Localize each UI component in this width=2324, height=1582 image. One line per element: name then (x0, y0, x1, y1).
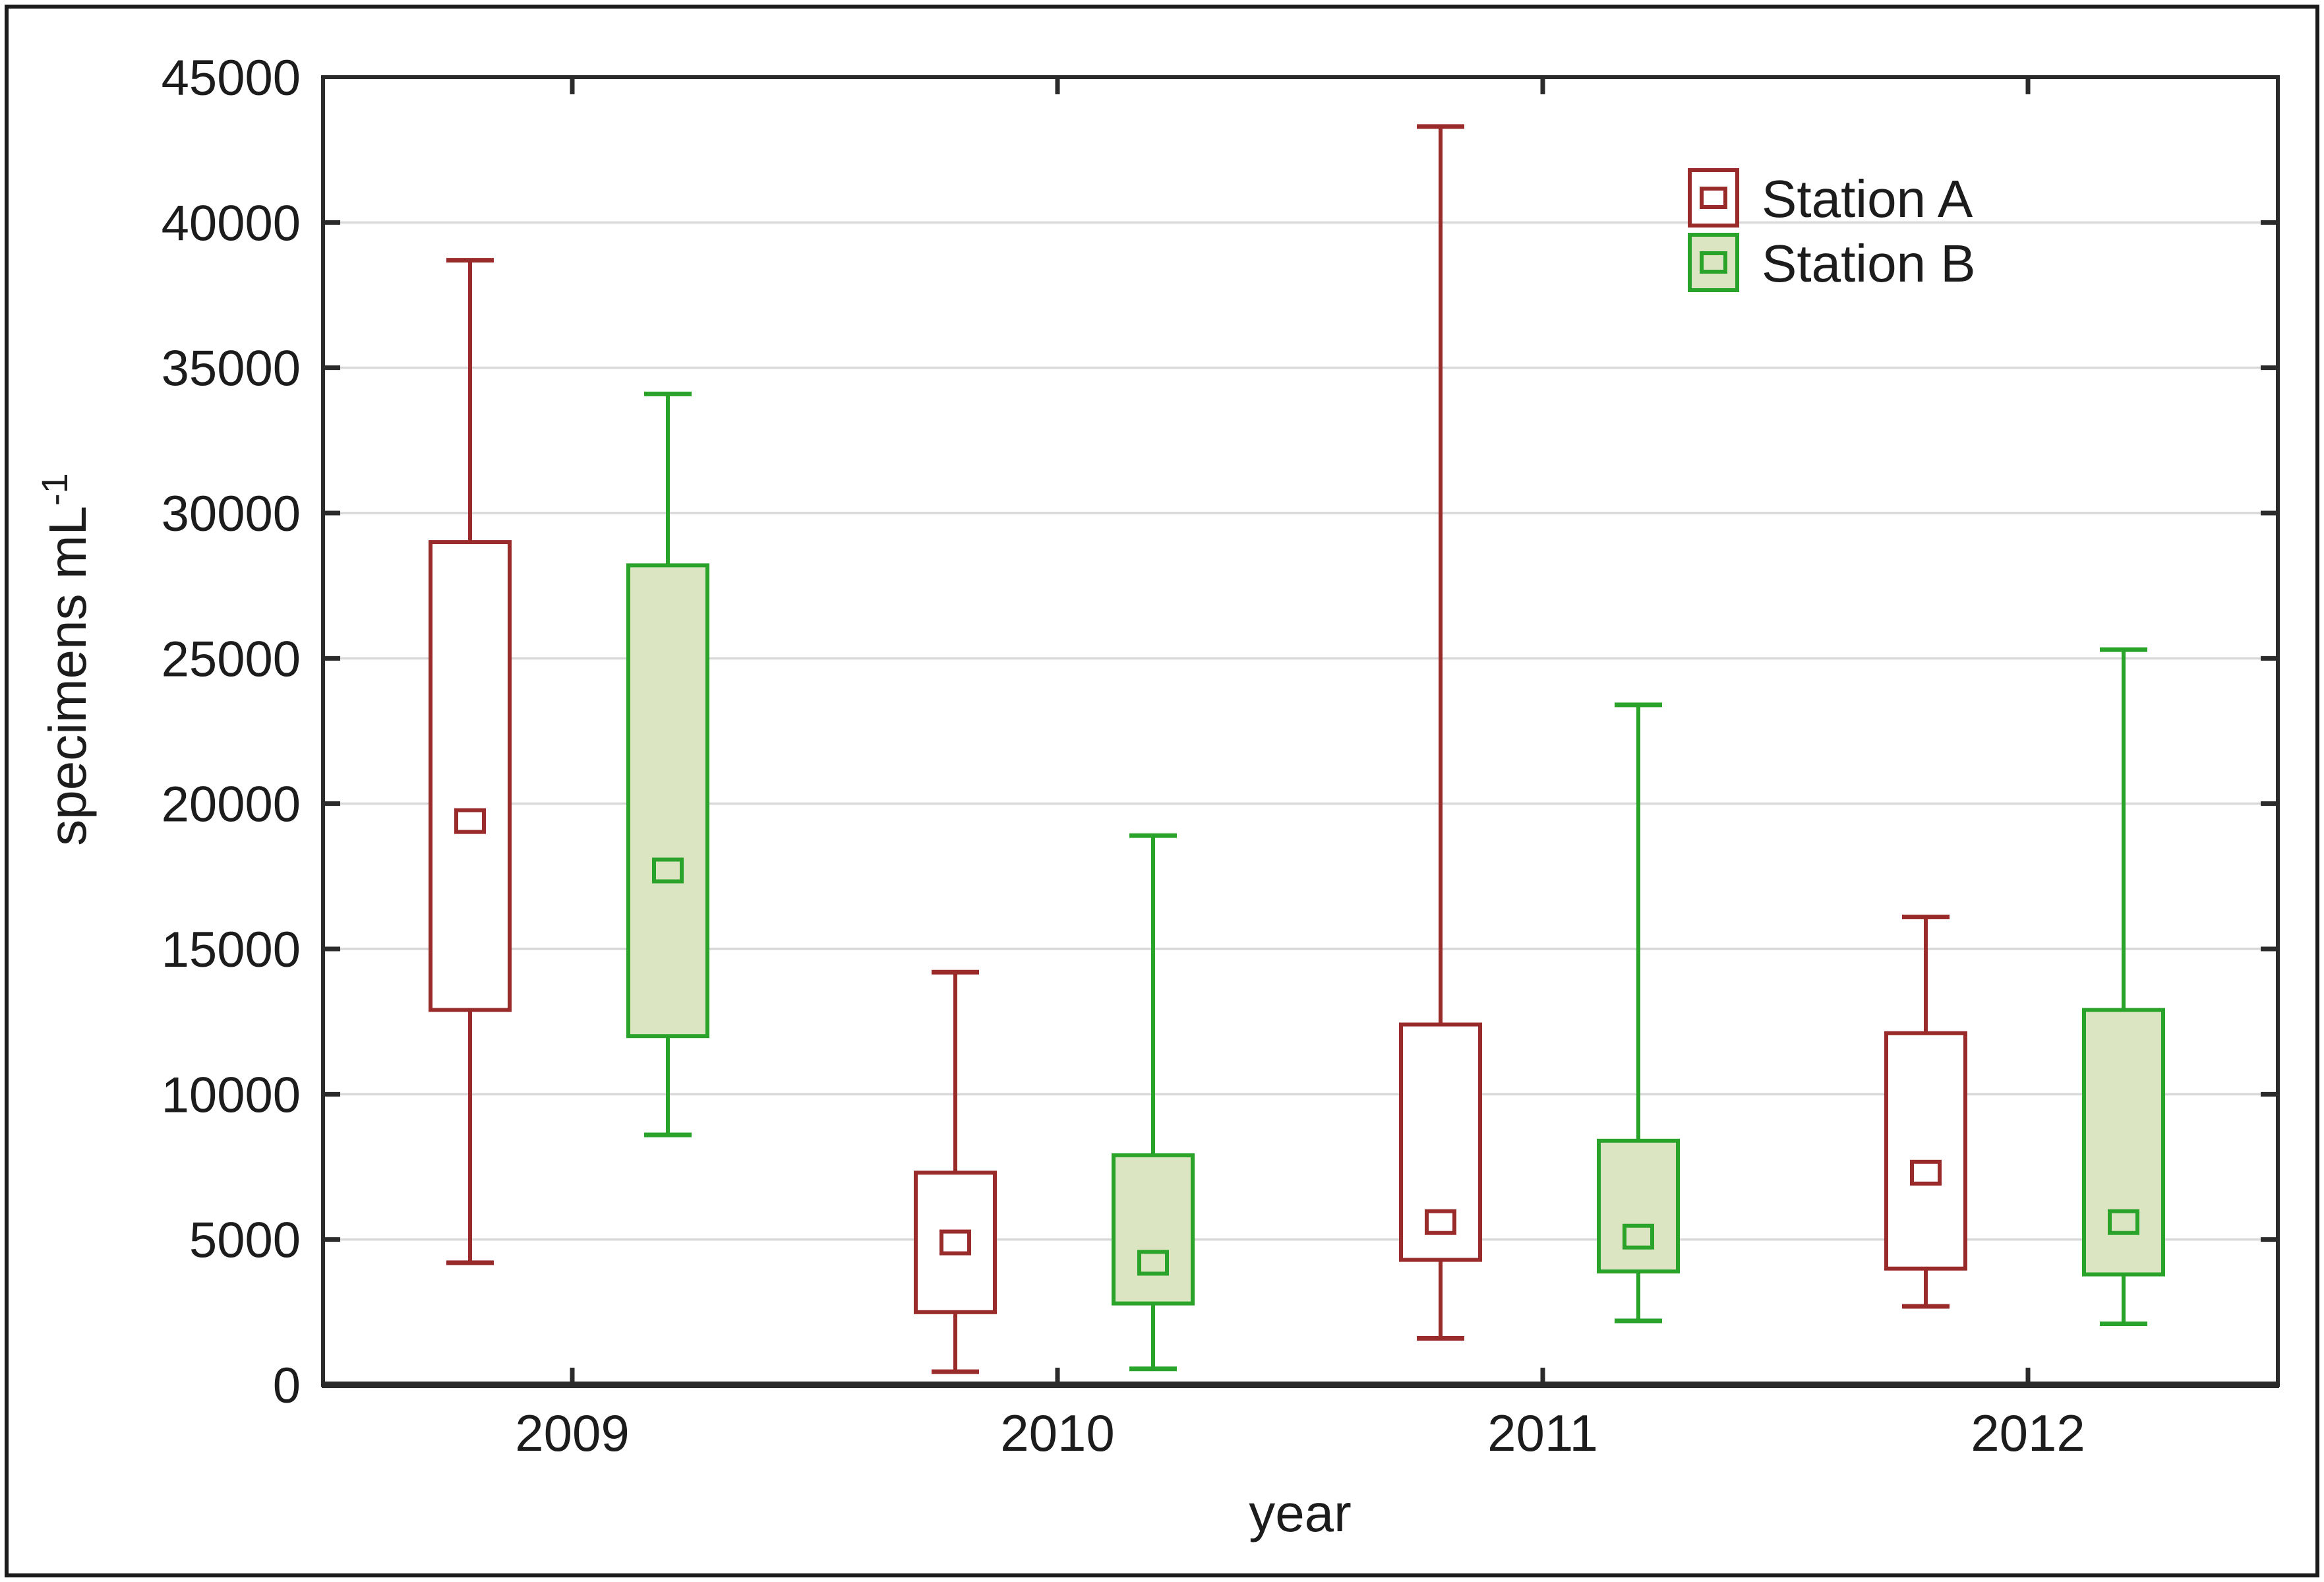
legend-item-station-b: Station B (1688, 233, 1976, 293)
x-tick-label: 2012 (1971, 1404, 2085, 1462)
box-station-a-2009 (429, 258, 512, 1265)
legend-marker-station-a (1700, 187, 1727, 209)
box-station-b-2012 (2082, 647, 2165, 1326)
iqr-box (1884, 1031, 1967, 1271)
y-tick-label: 40000 (162, 195, 301, 251)
iqr-box (1597, 1138, 1680, 1274)
y-axis-title-base: specimens mL (38, 506, 97, 846)
center-marker (652, 857, 684, 884)
center-marker (1623, 1223, 1654, 1250)
series-station-b (626, 391, 2165, 1372)
x-tick-label: 2009 (515, 1404, 630, 1462)
center-marker (939, 1229, 971, 1256)
box-station-a-2010 (914, 969, 997, 1374)
legend: Station A Station B (1688, 168, 1976, 293)
y-axis-title: specimens mL-1 (34, 473, 97, 846)
box-station-a-2012 (1884, 915, 1967, 1309)
y-axis-title-superscript: -1 (34, 473, 75, 506)
iqr-box (429, 540, 512, 1012)
x-tick-label: 2010 (1000, 1404, 1115, 1462)
y-tick-label: 15000 (162, 922, 301, 978)
center-marker (454, 808, 486, 834)
y-tick-label: 20000 (162, 777, 301, 833)
legend-marker-station-b (1700, 251, 1727, 274)
y-tick-label: 30000 (162, 486, 301, 542)
center-marker (1910, 1159, 1942, 1186)
x-tick-label: 2011 (1487, 1404, 1598, 1462)
y-tick-label: 10000 (162, 1067, 301, 1123)
box-station-a-2011 (1399, 124, 1482, 1341)
legend-item-station-a: Station A (1688, 168, 1973, 228)
y-tick-label: 35000 (162, 341, 301, 397)
box-station-b-2010 (1112, 833, 1195, 1372)
legend-label-station-a: Station A (1762, 169, 1973, 228)
center-marker (2108, 1209, 2139, 1235)
y-tick-label: 0 (273, 1358, 301, 1414)
plot-frame (321, 75, 2280, 1388)
box-station-b-2011 (1597, 702, 1680, 1323)
x-axis-title: year (1249, 1484, 1352, 1542)
legend-swatch-station-b (1688, 233, 1739, 292)
figure-border (5, 5, 2319, 1577)
y-tick-label: 45000 (162, 50, 301, 106)
axis-labels: 0 5000 10000 15000 20000 25000 30000 35000 40000… (162, 50, 2085, 1462)
center-marker (1137, 1250, 1169, 1276)
series-station-a (429, 124, 1967, 1374)
y-tick-label: 25000 (162, 631, 301, 687)
center-marker (1425, 1209, 1456, 1235)
iqr-box (1112, 1153, 1195, 1306)
y-tick-label: 5000 (189, 1213, 301, 1269)
legend-label-station-b: Station B (1762, 234, 1976, 293)
box-station-b-2009 (626, 391, 709, 1138)
iqr-box (626, 563, 709, 1039)
